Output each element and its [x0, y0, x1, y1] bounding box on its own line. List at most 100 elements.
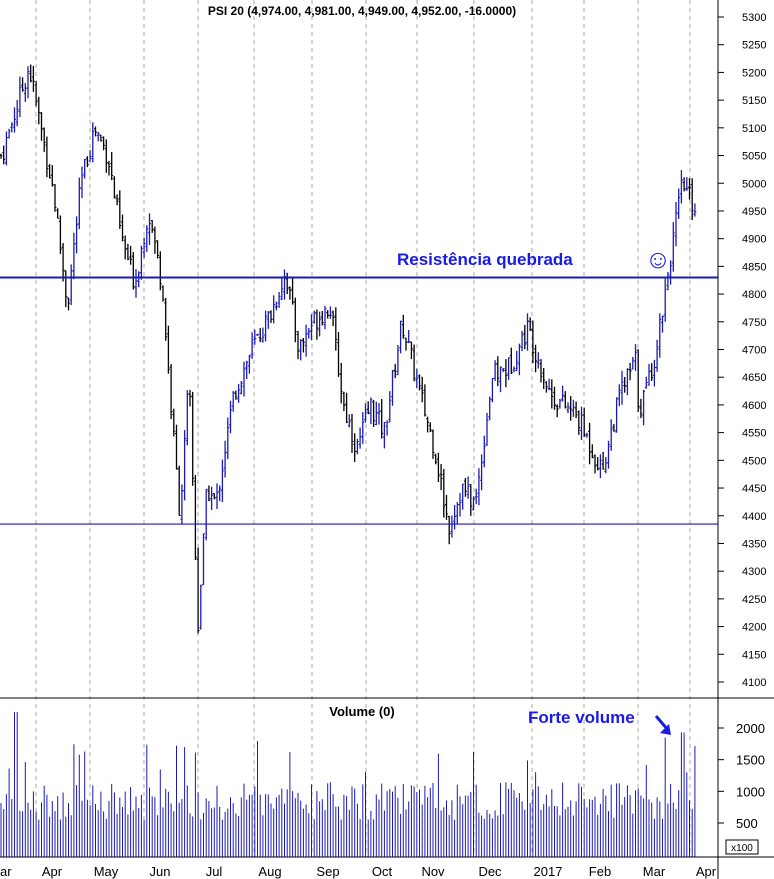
ohlc-bar: [623, 377, 627, 393]
x-tick-label: Aug: [258, 864, 281, 879]
ohlc-bar: [183, 430, 187, 501]
ohlc-bar: [612, 423, 616, 432]
ohlc-bar: [447, 515, 451, 545]
ohlc-bar: [88, 150, 92, 162]
ohlc-bar: [677, 188, 681, 219]
ohlc-bar: [158, 251, 162, 291]
ohlc-bar: [590, 444, 594, 459]
smiley-icon: ☺: [645, 244, 672, 274]
ohlc-bar: [285, 272, 289, 295]
x-tick-label: Jun: [150, 864, 171, 879]
ohlc-bar: [439, 464, 443, 491]
ohlc-bar: [507, 357, 511, 380]
ohlc-bar: [99, 134, 103, 142]
ohlc-bar: [593, 454, 597, 474]
ohlc-bar: [0, 153, 3, 159]
ohlc-bar: [10, 122, 14, 133]
ohlc-bar: [175, 424, 178, 470]
ohlc-bar: [199, 584, 203, 630]
ohlc-bar: [431, 429, 435, 459]
ohlc-bar: [588, 422, 592, 465]
ohlc-bar: [94, 126, 97, 137]
ohlc-bar: [83, 158, 87, 179]
ohlc-bar: [353, 433, 357, 462]
ohlc-bar: [196, 547, 200, 634]
volume-y-tick-label: 500: [736, 816, 758, 831]
ohlc-bar: [277, 292, 281, 309]
ohlc-bar: [671, 222, 675, 272]
volume-y-axis: 500 1000 1500 2000: [718, 721, 765, 831]
ohlc-bar: [396, 344, 400, 376]
ohlc-bar: [188, 389, 192, 407]
x-tick-label: Sep: [316, 864, 339, 879]
ohlc-bar: [218, 485, 222, 502]
ohlc-bar: [26, 66, 30, 99]
y-tick-label: 4800: [742, 289, 766, 301]
ohlc-bar: [501, 368, 505, 373]
ohlc-bar: [242, 361, 246, 397]
ohlc-bar: [210, 486, 214, 510]
ohlc-bar: [207, 485, 211, 502]
ohlc-bar: [569, 396, 573, 421]
ohlc-bar: [253, 329, 257, 345]
ohlc-bar: [391, 369, 394, 406]
ohlc-bar: [553, 386, 556, 410]
ohlc-bar: [490, 377, 494, 403]
volume-bars: [0, 712, 696, 857]
ohlc-bar: [393, 363, 397, 379]
ohlc-bar: [220, 459, 224, 503]
y-tick-label: 5150: [742, 95, 766, 107]
ohlc-bar: [31, 65, 35, 92]
volume-title: Volume (0): [329, 704, 395, 719]
ohlc-bar: [318, 311, 322, 337]
ohlc-bar: [72, 232, 76, 280]
ohlc-bar: [450, 515, 454, 538]
ohlc-bar: [620, 370, 624, 405]
ohlc-bar: [23, 83, 27, 102]
y-tick-label: 4950: [742, 206, 766, 218]
ohlc-bar: [366, 401, 370, 415]
ohlc-bar: [40, 112, 43, 141]
y-tick-label: 4900: [742, 234, 766, 246]
ohlc-bar: [185, 390, 189, 446]
ohlc-bar: [415, 368, 419, 389]
y-tick-label: 4150: [742, 649, 766, 661]
ohlc-bar: [534, 344, 538, 373]
ohlc-bar: [13, 107, 16, 133]
ohlc-bar: [647, 363, 651, 386]
ohlc-bar: [420, 376, 424, 403]
y-tick-label: 4250: [742, 594, 766, 606]
ohlc-bar: [663, 278, 667, 322]
ohlc-bar: [655, 339, 659, 372]
ohlc-bar: [237, 383, 241, 403]
ohlc-bar: [355, 438, 359, 455]
price-y-axis: 4100 4150 4200 4250 4300 4350 4400 4450 4500 4550…: [718, 12, 766, 689]
grid-lines: [35, 0, 691, 857]
ohlc-bar: [115, 194, 119, 206]
x-tick-label: Apr: [696, 864, 717, 879]
ohlc-bar: [75, 216, 79, 254]
ohlc-bar: [53, 184, 57, 212]
ohlc-bar: [239, 381, 243, 395]
ohlc-bar: [493, 360, 497, 381]
ohlc-bar: [453, 505, 457, 530]
ohlc-bar: [679, 170, 683, 204]
y-tick-label: 4850: [742, 261, 766, 273]
volume-y-tick-label: 1000: [736, 784, 765, 799]
ohlc-bar: [666, 271, 670, 291]
ohlc-bar: [148, 213, 151, 245]
horizontal-lines: [0, 276, 718, 525]
ohlc-bar: [458, 493, 462, 517]
ohlc-bar: [461, 483, 465, 510]
volume-y-tick-label: 1500: [736, 753, 765, 768]
ohlc-bar: [58, 215, 62, 255]
ohlc-bar: [544, 381, 548, 393]
ohlc-bar: [80, 166, 84, 199]
ohlc-bar: [283, 269, 286, 300]
ohlc-bar: [455, 502, 459, 525]
ohlc-bar: [399, 320, 403, 354]
ohlc-bar: [21, 77, 25, 92]
ohlc-bar: [577, 410, 581, 435]
ohlc-bar: [428, 422, 432, 433]
